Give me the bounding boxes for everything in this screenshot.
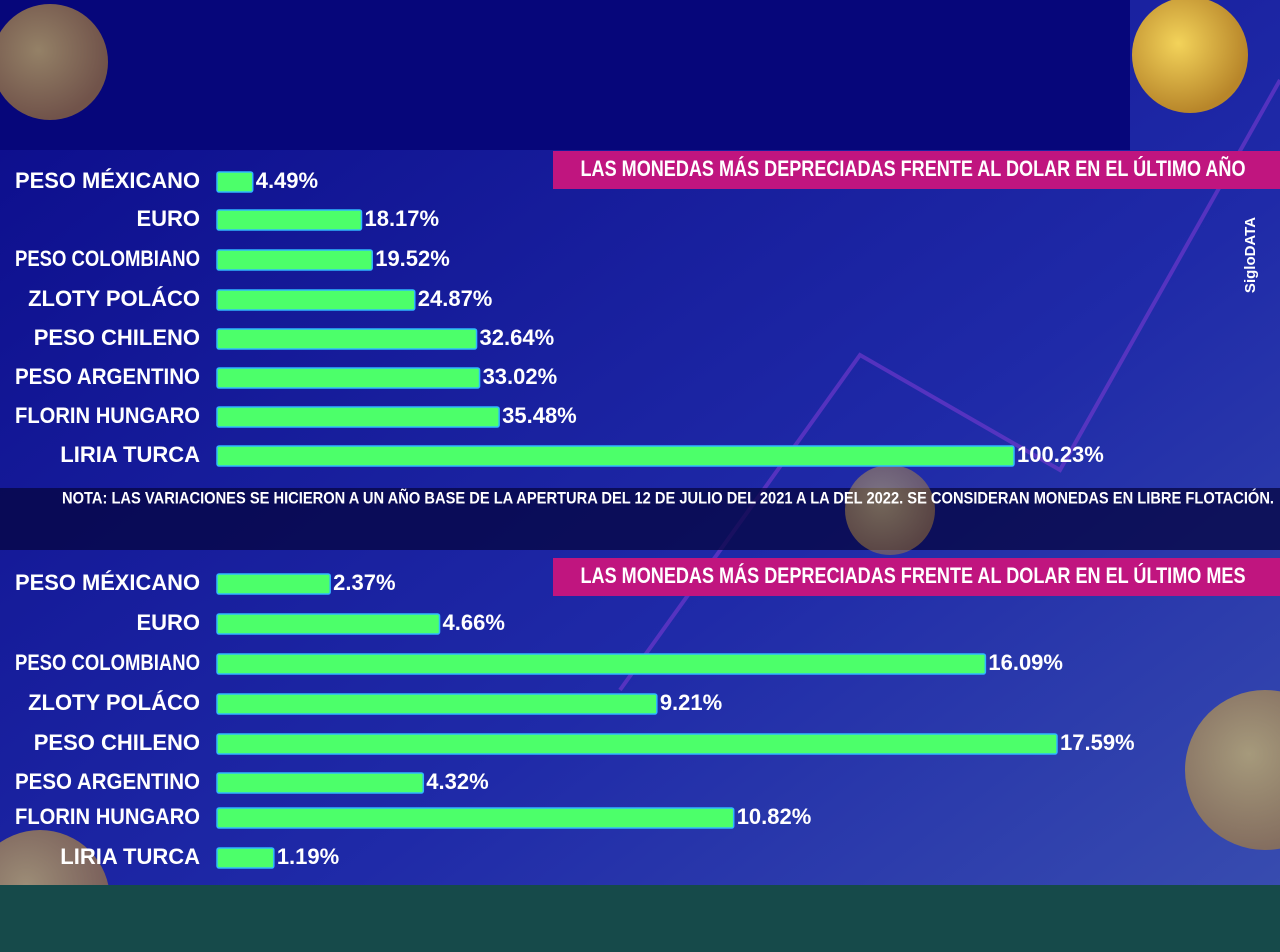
bar [216,445,1015,467]
category-label: ZLOTY POLÁCO [28,286,200,311]
value-label: 35.48% [502,403,577,428]
value-label: 9.21% [660,690,722,715]
value-label: 4.32% [426,769,488,794]
category-label: EURO [136,610,200,635]
coin-decoration [1132,0,1248,113]
category-label: EURO [136,206,200,231]
bar [216,653,987,675]
category-label: PESO CHILENO [34,730,200,755]
category-label: LIRIA TURCA [60,442,200,467]
bar [216,573,331,595]
category-label: PESO ARGENTINO [15,364,200,389]
bar [216,733,1058,755]
value-label: 24.87% [418,286,493,311]
category-label: ZLOTY POLÁCO [28,690,200,715]
bar [216,693,658,715]
bar [216,847,275,869]
bar [216,367,481,389]
bar [216,171,254,193]
value-label: 18.17% [364,206,439,231]
value-label: 1.19% [277,844,339,869]
bar [216,209,363,231]
category-label: FLORIN HUNGARO [15,403,200,428]
value-label: 17.59% [1060,730,1135,755]
header-band [0,0,1130,150]
note-band [0,488,1280,550]
chart-title: LAS MONEDAS MÁS DEPRECIADAS FRENTE AL DO… [581,156,1246,181]
bar [216,807,735,829]
category-label: PESO MÉXICANO [15,570,200,595]
category-label: PESO ARGENTINO [15,769,200,794]
category-label: PESO COLOMBIANO [15,246,200,271]
note: NOTA: LAS VARIACIONES SE HICIERON A UN A… [62,487,1274,507]
value-label: 2.37% [333,570,395,595]
title-box [553,558,1280,596]
value-label: 4.66% [443,610,505,635]
title-box [553,151,1280,189]
bar [216,289,416,311]
coin-decoration [1185,690,1280,850]
value-label: 100.23% [1017,442,1104,467]
category-label: FLORIN HUNGARO [15,804,200,829]
value-label: 16.09% [988,650,1063,675]
bar [216,613,441,635]
chart-title: LAS MONEDAS MÁS DEPRECIADAS FRENTE AL DO… [581,563,1246,588]
value-label: 19.52% [375,246,450,271]
coin-decoration [0,4,108,120]
value-label: 32.64% [480,325,555,350]
category-label: PESO COLOMBIANO [15,650,200,675]
bar [216,772,425,794]
bar [216,249,373,271]
bar [216,328,478,350]
value-label: 33.02% [483,364,558,389]
value-label: 10.82% [737,804,812,829]
coin-decoration [845,465,935,555]
category-label: LIRIA TURCA [60,844,200,869]
category-label: PESO CHILENO [34,325,200,350]
value-label: 4.49% [256,168,318,193]
credit: SigloDATA [1242,217,1259,293]
category-label: PESO MÉXICANO [15,168,200,193]
footer-band [0,885,1280,952]
bar [216,406,500,428]
